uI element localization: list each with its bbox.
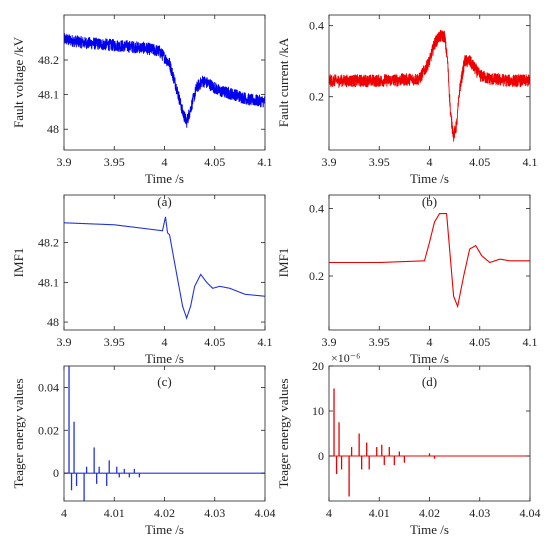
plot-area bbox=[64, 33, 265, 128]
panel-label: (b) bbox=[422, 194, 437, 209]
y-tick-label: 0 bbox=[318, 449, 324, 463]
y-tick-label: 0.2 bbox=[309, 269, 324, 283]
plot-area bbox=[64, 216, 265, 320]
x-tick-label: 4 bbox=[427, 155, 433, 169]
y-tick-label: 0.4 bbox=[309, 19, 324, 33]
y-tick-label: 20 bbox=[312, 359, 324, 373]
y-axis-label: IMF1 bbox=[276, 248, 291, 278]
x-axis-label: Time /s bbox=[410, 522, 449, 537]
x-tick-label: 4 bbox=[61, 506, 67, 520]
y-axis-label: Teager energy values bbox=[276, 378, 291, 488]
chart-panel-5: 4 4.01 4.02 4.03 4.04 0 0.02 0.04 Time /s Teager … bbox=[11, 365, 276, 537]
x-tick-label: 4.04 bbox=[255, 506, 276, 520]
x-tick-label: 4 bbox=[427, 335, 433, 349]
y-tick-label: 48.2 bbox=[38, 53, 59, 67]
x-tick-label: 4.05 bbox=[204, 335, 225, 349]
chart-panel-4: 3.9 3.95 4 4.05 4.1 0.2 0.4 Time /s IMF1 (d) bbox=[276, 194, 538, 389]
x-tick-label: 4.05 bbox=[469, 335, 490, 349]
x-tick-label: 4.02 bbox=[419, 506, 440, 520]
chart-panel-1: 3.9 3.95 4 4.05 4.1 48 48.1 48.2 Time /s Fault vo… bbox=[11, 14, 273, 209]
x-axis-label: Time /s bbox=[410, 351, 449, 366]
x-axis-label: Time /s bbox=[145, 171, 184, 186]
x-tick-label: 4.02 bbox=[154, 506, 175, 520]
x-tick-label: 4.05 bbox=[204, 155, 225, 169]
plot-area bbox=[329, 213, 530, 309]
y-axis-label: IMF1 bbox=[11, 248, 26, 278]
x-tick-label: 4.1 bbox=[523, 335, 538, 349]
x-tick-label: 4 bbox=[162, 335, 168, 349]
chart-panel-6: 4 4.01 4.02 4.03 4.04 0 10 20 Time /s Teager ener… bbox=[276, 351, 541, 537]
x-tick-label: 3.9 bbox=[57, 155, 72, 169]
x-tick-label: 4.1 bbox=[258, 155, 273, 169]
x-tick-label: 4.1 bbox=[258, 335, 273, 349]
x-tick-label: 3.9 bbox=[322, 155, 337, 169]
x-tick-label: 4.03 bbox=[204, 506, 225, 520]
x-tick-label: 3.95 bbox=[369, 155, 390, 169]
chart-panel-2: 3.9 3.95 4 4.05 4.1 0.2 0.4 Time /s Fault curren… bbox=[276, 14, 538, 209]
x-tick-label: 4.05 bbox=[469, 155, 490, 169]
x-tick-label: 4.04 bbox=[520, 506, 541, 520]
x-tick-label: 3.95 bbox=[104, 155, 125, 169]
y-tick-label: 0.04 bbox=[38, 380, 59, 394]
y-tick-label: 0 bbox=[53, 466, 59, 480]
y-tick-label: 48.2 bbox=[38, 236, 59, 250]
axes-frame bbox=[63, 194, 266, 331]
series-line bbox=[64, 216, 265, 320]
x-tick-label: 3.9 bbox=[57, 335, 72, 349]
y-tick-label: 0.2 bbox=[309, 90, 324, 104]
x-axis-label: Time /s bbox=[145, 522, 184, 537]
x-tick-label: 3.95 bbox=[369, 335, 390, 349]
panel-label: (c) bbox=[157, 374, 171, 389]
y-axis-label: Teager energy values bbox=[11, 378, 26, 488]
plot-area bbox=[329, 29, 530, 142]
chart-panel-3: 3.9 3.95 4 4.05 4.1 48 48.1 48.2 Time /s IMF1 (c) bbox=[11, 194, 273, 389]
x-tick-label: 3.95 bbox=[104, 335, 125, 349]
y-axis-multiplier: ×10⁻⁶ bbox=[331, 351, 360, 365]
x-tick-label: 4 bbox=[326, 506, 332, 520]
x-tick-label: 4.01 bbox=[369, 506, 390, 520]
y-axis-label: Fault current /kA bbox=[276, 37, 291, 127]
y-tick-label: 48.1 bbox=[38, 275, 59, 289]
x-axis-label: Time /s bbox=[145, 351, 184, 366]
y-tick-label: 48 bbox=[47, 122, 59, 136]
y-axis-label: Fault voltage /kV bbox=[11, 36, 26, 128]
x-axis-label: Time /s bbox=[410, 171, 449, 186]
axes-frame bbox=[63, 14, 266, 151]
plot-area bbox=[64, 366, 265, 501]
panel-label: (a) bbox=[157, 194, 171, 209]
series-line bbox=[64, 33, 265, 128]
plot-area bbox=[329, 388, 530, 497]
series-line bbox=[329, 213, 530, 309]
series-line bbox=[329, 29, 530, 142]
x-tick-label: 4 bbox=[162, 155, 168, 169]
y-tick-label: 0.02 bbox=[38, 423, 59, 437]
y-tick-label: 0.4 bbox=[309, 202, 324, 216]
y-tick-label: 48.1 bbox=[38, 88, 59, 102]
x-tick-label: 4.03 bbox=[469, 506, 490, 520]
x-tick-label: 4.01 bbox=[104, 506, 125, 520]
panel-label: (d) bbox=[422, 374, 437, 389]
x-tick-label: 3.9 bbox=[322, 335, 337, 349]
y-tick-label: 48 bbox=[47, 315, 59, 329]
x-tick-label: 4.1 bbox=[523, 155, 538, 169]
y-tick-label: 10 bbox=[312, 404, 324, 418]
